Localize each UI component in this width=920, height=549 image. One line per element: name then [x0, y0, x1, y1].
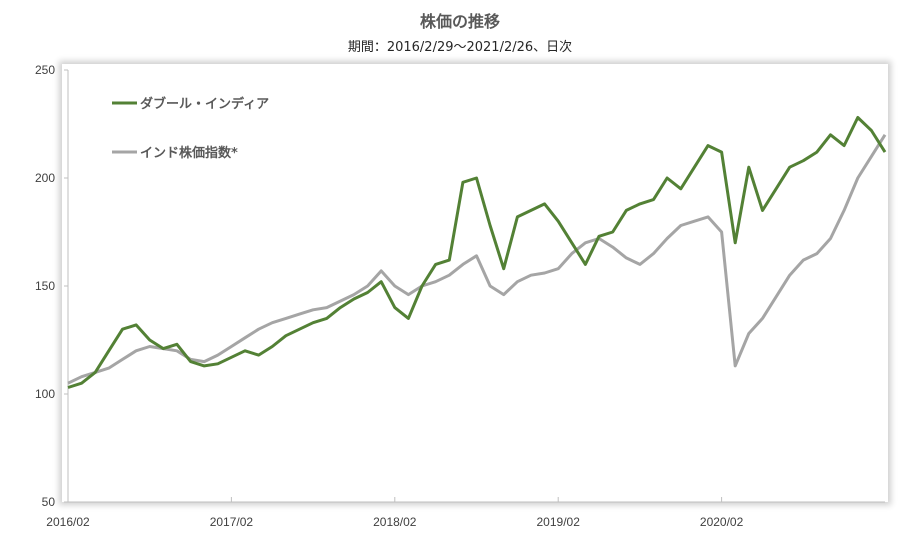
series-line-1 [67, 134, 887, 385]
y-tick-label: 200 [35, 171, 55, 185]
chart-subtitle: 期間：2016/2/29〜2021/2/26、日次 [347, 40, 573, 55]
x-tick-label: 2019/02 [537, 515, 581, 529]
y-tick-label: 250 [35, 63, 55, 77]
legend-label-1: インド株価指数* [140, 145, 238, 161]
x-tick-label: 2017/02 [210, 515, 254, 529]
chart-title: 株価の推移 [419, 12, 500, 31]
legend-label-0: ダブール・インディア [140, 96, 269, 112]
y-tick-label: 50 [42, 495, 56, 509]
x-tick-label: 2020/02 [700, 515, 744, 529]
x-tick-label: 2018/02 [373, 515, 417, 529]
y-tick-label: 100 [35, 387, 55, 401]
y-tick-label: 150 [35, 279, 55, 293]
x-tick-label: 2016/02 [46, 515, 90, 529]
plot-frame [62, 64, 888, 502]
